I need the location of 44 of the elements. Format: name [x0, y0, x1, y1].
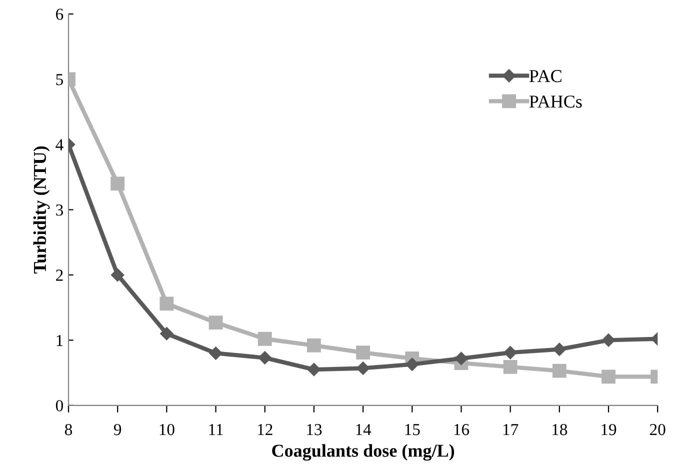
- y-axis-title: Turbidity (NTU): [33, 146, 50, 274]
- point: [503, 360, 518, 374]
- y-tick-label: 5: [56, 74, 63, 86]
- point: [356, 346, 370, 360]
- point: [111, 268, 124, 282]
- x-tick-label: 19: [602, 424, 616, 436]
- y-tick-label: 1: [56, 334, 63, 346]
- point: [258, 351, 272, 364]
- point: [160, 296, 174, 311]
- legend-label: PAC: [529, 70, 562, 82]
- x-tick-label: 18: [552, 424, 568, 436]
- point: [406, 358, 419, 371]
- point: [307, 338, 321, 352]
- point: [110, 176, 125, 191]
- point: [307, 362, 321, 376]
- point: [208, 316, 223, 330]
- point: [160, 327, 174, 340]
- y-tick-label: 2: [56, 270, 63, 281]
- point: [552, 342, 566, 356]
- point: [258, 332, 272, 346]
- point: [209, 346, 222, 360]
- point: [356, 362, 370, 375]
- point: [454, 352, 468, 366]
- y-tick-label: 4: [56, 139, 64, 150]
- x-tick-label: 12: [258, 424, 272, 436]
- y-tick-label: 6: [56, 8, 64, 20]
- x-tick-label: 8: [64, 424, 72, 436]
- x-tick-label: 13: [307, 424, 322, 436]
- point: [602, 370, 616, 384]
- point: [602, 334, 616, 347]
- x-tick-label: 11: [209, 424, 223, 436]
- x-axis-title: Coagulants dose (mg/L): [272, 444, 454, 461]
- y-tick-label: 0: [56, 400, 64, 412]
- point: [504, 346, 517, 360]
- x-tick-label: 15: [405, 424, 420, 436]
- point: [552, 364, 566, 378]
- x-tick-label: 14: [356, 424, 372, 436]
- legend-label: PAHCs: [529, 96, 582, 108]
- x-tick-label: 9: [114, 424, 122, 436]
- x-tick-label: 20: [650, 424, 666, 436]
- x-tick-label: 10: [160, 424, 174, 436]
- x-tick-label: 17: [503, 424, 518, 436]
- y-tick-label: 3: [56, 204, 63, 216]
- x-tick-label: 16: [454, 424, 470, 436]
